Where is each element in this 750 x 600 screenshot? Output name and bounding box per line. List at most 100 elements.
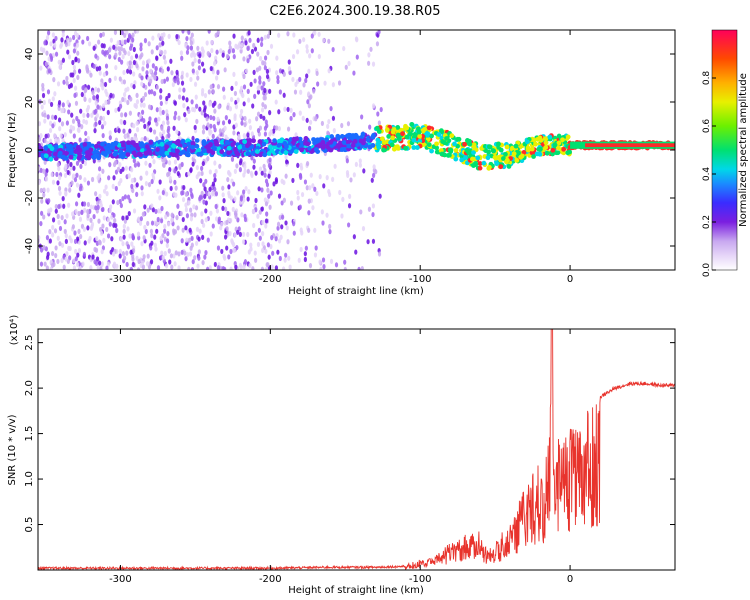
- heatmap-noise-cell: [121, 96, 125, 103]
- heatmap-ridge-cell: [514, 158, 520, 163]
- heatmap-noise-cell: [78, 137, 82, 143]
- heatmap-ridge-cell: [125, 144, 131, 150]
- heatmap-noise-cell: [64, 238, 68, 244]
- heatmap-noise-cell: [50, 262, 55, 269]
- heatmap-noise-cell: [167, 33, 171, 39]
- heatmap-noise-cell: [258, 79, 262, 85]
- heatmap-noise-cell: [54, 252, 58, 259]
- heatmap-ridge-cell: [445, 153, 451, 158]
- heatmap-ridge-cell: [174, 140, 180, 146]
- heatmap-noise-cell: [352, 172, 356, 178]
- heatmap-noise-cell: [141, 211, 145, 217]
- heatmap-noise-cell: [246, 58, 250, 64]
- heatmap-ridge-cell: [486, 149, 491, 155]
- snr-ticks: -300 -200 -100 0 0.5 1.0 1.5 2.0 2.5: [24, 329, 675, 585]
- heatmap-noise-cell: [166, 231, 170, 237]
- heatmap-noise-cell: [268, 157, 272, 163]
- heatmap-noise-cell: [114, 185, 118, 192]
- spectrogram-xtick-label-2: -100: [409, 274, 432, 285]
- heatmap-noise-cell: [201, 129, 206, 135]
- heatmap-noise-cell: [58, 190, 62, 196]
- heatmap-noise-cell: [175, 129, 179, 135]
- heatmap-noise-cell: [181, 227, 185, 233]
- heatmap-noise-cell: [129, 266, 134, 270]
- heatmap-ridge-cell: [407, 131, 413, 137]
- heatmap-noise-cell: [77, 228, 81, 234]
- heatmap-ridge-cell: [506, 164, 512, 169]
- heatmap-noise-cell: [155, 136, 159, 142]
- heatmap-noise-cell: [253, 250, 257, 256]
- heatmap-noise-cell: [282, 71, 286, 77]
- heatmap-noise-cell: [333, 163, 337, 169]
- heatmap-noise-cell: [191, 259, 195, 265]
- heatmap-noise-cell: [49, 55, 54, 61]
- heatmap-noise-cell: [165, 76, 170, 82]
- heatmap-noise-cell: [283, 106, 287, 112]
- heatmap-noise-cell: [114, 107, 118, 113]
- heatmap-noise-cell: [143, 224, 147, 230]
- colorbar-tick-label-3: 0.6: [702, 119, 712, 134]
- heatmap-ridge-cell: [543, 140, 549, 146]
- heatmap-noise-cell: [230, 156, 235, 162]
- heatmap-noise-cell: [192, 153, 196, 159]
- heatmap-noise-cell: [277, 109, 281, 115]
- heatmap-noise-cell: [280, 178, 284, 184]
- heatmap-ridge-cell: [346, 143, 352, 149]
- heatmap-noise-cell: [146, 207, 150, 213]
- heatmap-noise-cell: [53, 114, 58, 121]
- heatmap-noise-cell: [97, 260, 102, 266]
- heatmap-noise-cell: [175, 33, 179, 40]
- heatmap-noise-cell: [72, 265, 77, 270]
- heatmap-noise-cell: [101, 206, 105, 213]
- heatmap-noise-cell: [86, 209, 90, 215]
- heatmap-noise-cell: [236, 229, 240, 235]
- heatmap-noise-cell: [72, 48, 77, 54]
- heatmap-noise-cell: [221, 205, 225, 211]
- heatmap-noise-cell: [162, 129, 166, 135]
- heatmap-noise-cell: [196, 263, 200, 269]
- heatmap-noise-cell: [282, 92, 286, 98]
- heatmap-noise-cell: [61, 32, 65, 38]
- heatmap-noise-cell: [329, 105, 333, 112]
- snr-xtick-label-3: 0: [567, 574, 573, 585]
- heatmap-ridge-cell: [335, 133, 341, 139]
- heatmap-noise-cell: [276, 221, 281, 227]
- heatmap-noise-cell: [86, 225, 90, 231]
- heatmap-noise-cell: [358, 162, 362, 168]
- heatmap-noise-cell: [357, 266, 361, 270]
- heatmap-ridge-cell: [395, 145, 401, 151]
- heatmap-ridge-cell: [471, 150, 476, 156]
- heatmap-noise-cell: [71, 224, 75, 230]
- heatmap-noise-cell: [341, 196, 345, 202]
- heatmap-noise-cell: [115, 227, 119, 234]
- heatmap-noise-cell: [211, 181, 216, 187]
- heatmap-noise-cell: [39, 261, 44, 267]
- heatmap-noise-cell: [311, 205, 315, 211]
- heatmap-noise-cell: [60, 121, 65, 127]
- heatmap-noise-cell: [54, 203, 58, 210]
- heatmap-noise-cell: [101, 103, 106, 109]
- heatmap-noise-cell: [64, 41, 69, 48]
- heatmap-noise-cell: [61, 138, 65, 144]
- heatmap-noise-cell: [189, 207, 193, 213]
- heatmap-noise-cell: [105, 265, 109, 270]
- heatmap-ridge-cell: [525, 147, 531, 153]
- heatmap-noise-cell: [73, 230, 77, 236]
- heatmap-noise-cell: [216, 30, 220, 36]
- heatmap-noise-cell: [152, 159, 156, 165]
- heatmap-ridge-cell: [537, 151, 543, 157]
- heatmap-noise-cell: [77, 248, 81, 254]
- heatmap-noise-cell: [107, 99, 111, 105]
- heatmap-noise-cell: [109, 249, 113, 255]
- heatmap-noise-cell: [198, 194, 203, 200]
- heatmap-noise-cell: [233, 168, 237, 174]
- heatmap-noise-cell: [248, 118, 252, 124]
- heatmap-noise-cell: [40, 198, 44, 204]
- heatmap-noise-cell: [99, 115, 103, 121]
- heatmap-noise-cell: [268, 88, 272, 94]
- heatmap-noise-cell: [49, 41, 53, 47]
- heatmap-noise-cell: [109, 92, 113, 99]
- heatmap-noise-cell: [149, 68, 153, 74]
- heatmap-noise-cell: [44, 61, 48, 67]
- heatmap-ridge-cell: [516, 150, 521, 156]
